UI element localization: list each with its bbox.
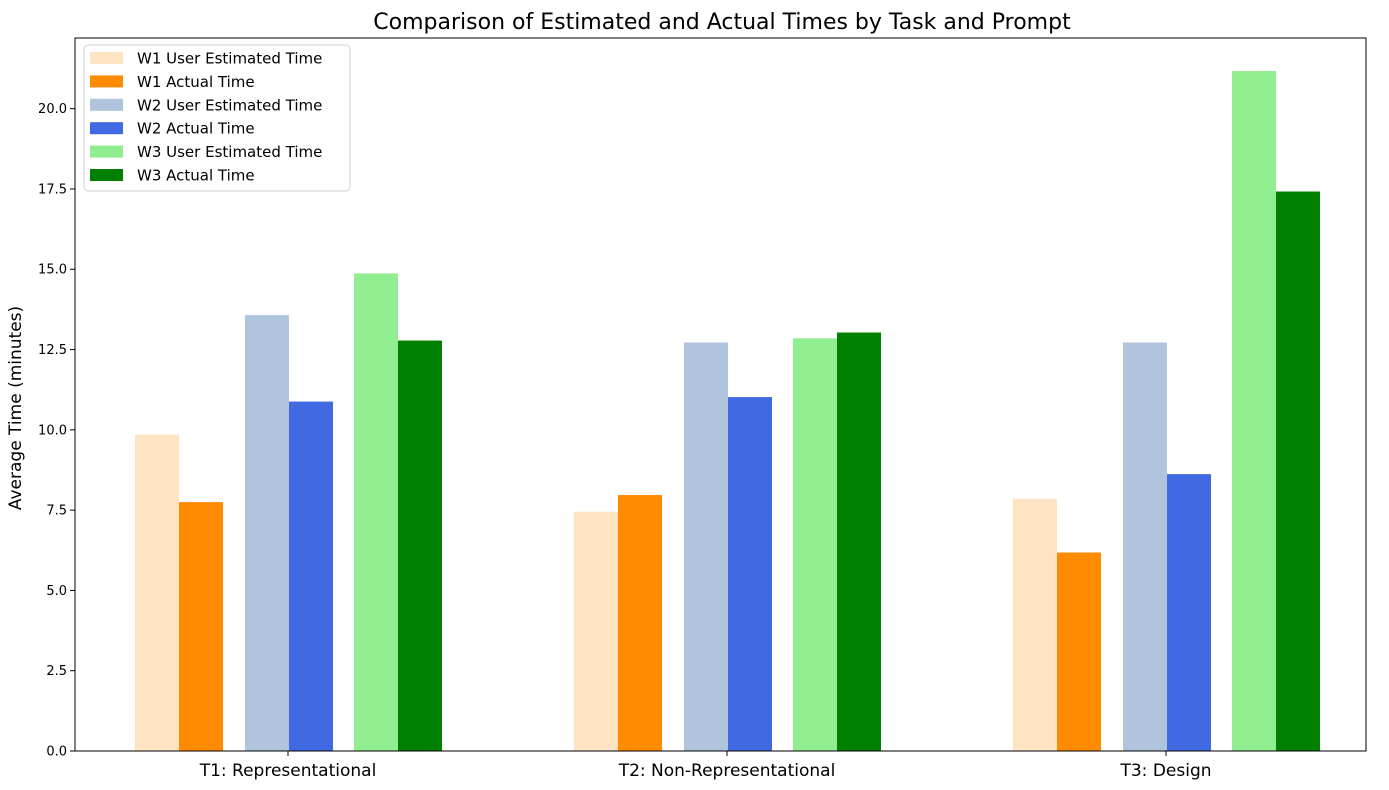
y-tick-label: 20.0	[38, 102, 67, 117]
bar-2-3	[1057, 552, 1101, 751]
y-tick-label: 12.5	[38, 343, 67, 358]
x-tick-label: T1: Representational	[199, 761, 377, 781]
bar-4-2	[728, 397, 772, 751]
legend-box	[83, 44, 351, 192]
y-tick-label: 5.0	[46, 584, 67, 599]
bar-1-3	[1013, 498, 1057, 751]
bar-2-2	[618, 495, 662, 751]
legend-swatch	[90, 169, 123, 181]
bar-6-2	[837, 332, 881, 751]
x-tick-label: T3: Design	[1119, 761, 1211, 781]
bar-5-2	[793, 338, 837, 751]
bar-1-2	[574, 511, 618, 751]
axes: 0.0 2.5 5.0 7.5 10.0 12.5 15.0 17.5 20.0 T1: Repr…	[38, 37, 1367, 781]
legend-label: W1 User Estimated Time	[137, 50, 322, 68]
legend-label: W3 Actual Time	[137, 167, 255, 185]
bar-3-2	[684, 342, 728, 751]
y-tick-label: 10.0	[38, 423, 67, 438]
bar-3-3	[1123, 342, 1167, 751]
legend-label: W2 User Estimated Time	[137, 96, 322, 114]
bars-layer	[135, 71, 1320, 751]
legend-swatch	[90, 122, 123, 135]
plot-frame	[74, 37, 1367, 752]
bar-1-1	[135, 434, 179, 751]
legend: W1 User Estimated Time W1 Actual Time W2 U…	[83, 44, 351, 192]
y-tick-label: 15.0	[38, 263, 67, 278]
bar-6-1	[398, 340, 442, 751]
y-tick-label: 0.0	[46, 745, 67, 760]
y-axis-label: Average Time (minutes)	[6, 306, 26, 510]
legend-label: W3 User Estimated Time	[137, 143, 322, 161]
y-tick-label: 2.5	[46, 664, 67, 679]
y-tick-label: 17.5	[38, 182, 67, 197]
bar-2-1	[179, 502, 223, 751]
bar-3-1	[245, 315, 289, 751]
bar-6-3	[1276, 191, 1320, 751]
bar-4-3	[1167, 474, 1211, 751]
x-tick-label: T2: Non-Representational	[618, 761, 836, 781]
legend-label: W1 Actual Time	[137, 73, 255, 91]
bar-5-3	[1232, 71, 1276, 751]
legend-label: W2 Actual Time	[137, 120, 255, 138]
chart-title: Comparison of Estimated and Actual Times…	[373, 10, 1071, 35]
legend-swatch	[90, 145, 123, 158]
bar-4-1	[289, 401, 333, 751]
legend-swatch	[90, 52, 123, 64]
bar-5-1	[354, 273, 398, 751]
legend-swatch	[90, 98, 123, 111]
y-tick-label: 7.5	[46, 504, 67, 519]
legend-swatch	[90, 75, 123, 88]
